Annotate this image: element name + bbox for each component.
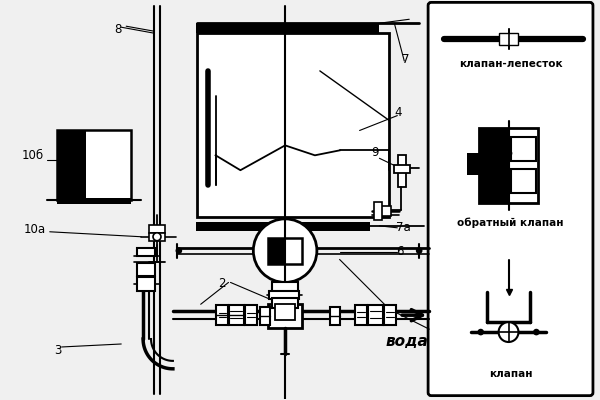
Bar (499, 33, 518, 45)
Text: клапан-лепесток: клапан-лепесток (459, 59, 562, 69)
Bar (268, 238, 285, 264)
Bar (272, 298, 298, 308)
Bar (394, 165, 410, 173)
Bar (149, 225, 165, 233)
Text: вода: вода (386, 334, 428, 349)
Bar (368, 305, 383, 325)
Bar (398, 155, 406, 187)
Bar (379, 206, 391, 216)
Bar (374, 202, 382, 220)
Bar (479, 128, 538, 203)
Circle shape (499, 322, 518, 342)
Bar (385, 305, 397, 325)
Circle shape (416, 248, 422, 253)
Text: 8: 8 (114, 23, 122, 36)
Circle shape (478, 330, 483, 334)
Bar (511, 138, 536, 161)
Bar (268, 238, 302, 264)
Bar (196, 23, 379, 33)
Bar (196, 222, 370, 231)
Text: 7: 7 (402, 53, 410, 66)
Text: обратный клапан: обратный клапан (457, 218, 564, 228)
Text: 2: 2 (218, 278, 226, 290)
Bar (479, 128, 509, 203)
Bar (499, 33, 518, 45)
Bar (215, 305, 227, 325)
Bar (272, 282, 298, 292)
Circle shape (534, 330, 539, 334)
Circle shape (253, 219, 317, 282)
Text: 10а: 10а (24, 223, 46, 236)
Bar (137, 248, 155, 256)
Bar (269, 291, 299, 299)
Text: 9: 9 (371, 146, 379, 159)
Bar (149, 233, 165, 241)
Bar (57, 198, 131, 204)
Bar (268, 304, 302, 328)
Bar (57, 130, 131, 200)
Text: 7а: 7а (397, 221, 411, 234)
Bar (137, 262, 155, 276)
Circle shape (153, 233, 161, 241)
Circle shape (506, 150, 512, 156)
Text: 10б: 10б (22, 149, 44, 162)
Bar (467, 153, 483, 175)
Bar (245, 305, 257, 325)
Bar (330, 307, 340, 325)
FancyBboxPatch shape (428, 2, 593, 396)
Bar (511, 169, 536, 193)
Text: 4: 4 (394, 106, 402, 119)
Circle shape (176, 248, 181, 253)
Text: клапан: клапан (489, 369, 532, 379)
Bar (229, 305, 244, 325)
Bar (275, 304, 295, 320)
Bar (260, 307, 270, 325)
Bar (137, 278, 155, 291)
Text: 3: 3 (54, 344, 61, 357)
Bar (355, 305, 367, 325)
Bar (197, 33, 389, 217)
Text: 6: 6 (397, 245, 404, 258)
Bar (57, 130, 86, 200)
